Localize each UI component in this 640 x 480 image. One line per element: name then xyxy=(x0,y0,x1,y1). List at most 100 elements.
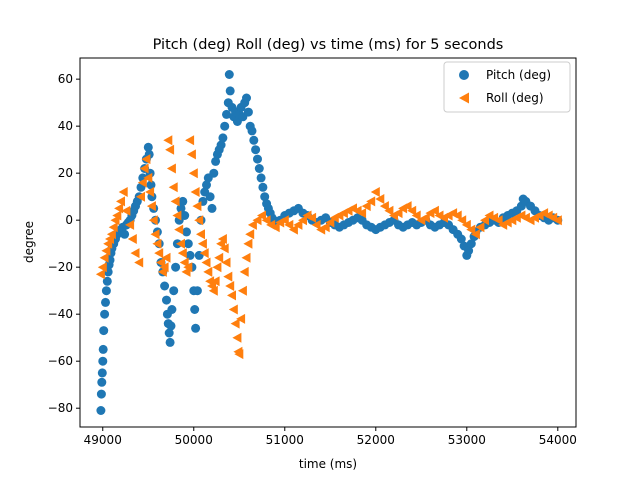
pitch-point xyxy=(96,406,106,415)
roll-series xyxy=(95,135,562,360)
legend: Pitch (deg) Roll (deg) xyxy=(443,61,571,113)
roll-point xyxy=(228,304,238,315)
roll-point xyxy=(114,203,124,214)
pitch-point xyxy=(97,377,107,387)
pitch-point xyxy=(220,121,230,131)
roll-point xyxy=(402,201,412,212)
roll-point xyxy=(188,168,198,179)
roll-point xyxy=(234,349,244,360)
y-axis: −80 −60 −40 −20 0 20 40 60 xyxy=(48,72,80,415)
pitch-point xyxy=(169,286,179,296)
pitch-point xyxy=(247,126,257,136)
x-tick-label: 53000 xyxy=(448,433,486,447)
pitch-point xyxy=(176,203,186,213)
roll-point xyxy=(101,245,111,256)
roll-point xyxy=(192,201,202,212)
roll-point xyxy=(154,248,164,259)
x-axis-label: time (ms) xyxy=(299,457,357,471)
roll-point xyxy=(196,229,205,240)
roll-point xyxy=(219,243,229,254)
roll-point xyxy=(141,154,151,165)
roll-point xyxy=(214,252,224,263)
pitch-point xyxy=(464,246,474,256)
roll-point xyxy=(197,238,207,249)
pitch-point xyxy=(218,133,228,143)
y-tick-label: −80 xyxy=(48,401,73,415)
x-tick-label: 54000 xyxy=(539,433,577,447)
roll-point xyxy=(136,191,145,202)
roll-point xyxy=(145,187,155,197)
pitch-point xyxy=(98,356,108,366)
pitch-point xyxy=(242,93,251,103)
roll-point xyxy=(106,229,116,240)
y-axis-label: degree xyxy=(22,221,36,263)
roll-point xyxy=(146,201,156,212)
y-tick-label: −20 xyxy=(48,260,73,274)
plot-background xyxy=(80,58,576,427)
pitch-point xyxy=(146,180,156,190)
roll-point xyxy=(461,219,471,230)
roll-point xyxy=(170,196,180,207)
roll-point xyxy=(232,332,242,343)
roll-point xyxy=(288,224,298,235)
legend-label-roll: Roll (deg) xyxy=(486,91,544,105)
plot-area xyxy=(79,57,577,428)
roll-point xyxy=(357,208,367,219)
roll-point xyxy=(227,290,236,301)
roll-point xyxy=(225,281,235,291)
pitch-point xyxy=(96,389,106,399)
pitch-point xyxy=(171,262,181,272)
roll-point xyxy=(210,276,220,287)
roll-point xyxy=(137,177,147,188)
roll-point xyxy=(375,194,385,204)
roll-point xyxy=(176,238,185,249)
x-tick-label: 51000 xyxy=(266,433,304,447)
roll-point xyxy=(236,313,246,324)
roll-point xyxy=(116,196,125,207)
pitch-point xyxy=(216,140,226,150)
roll-point xyxy=(311,219,321,230)
pitch-point xyxy=(260,192,270,202)
roll-point xyxy=(407,205,417,216)
pitch-point xyxy=(225,86,235,96)
roll-point xyxy=(243,238,253,249)
roll-point xyxy=(130,248,140,259)
roll-point xyxy=(420,212,430,223)
roll-point xyxy=(118,187,128,197)
roll-point xyxy=(183,262,193,273)
roll-point xyxy=(230,318,240,329)
roll-point xyxy=(307,212,317,223)
roll-point xyxy=(179,257,189,268)
roll-point xyxy=(245,229,255,240)
roll-point xyxy=(457,215,467,226)
pitch-point xyxy=(209,168,219,178)
roll-point xyxy=(152,238,162,249)
legend-label-pitch: Pitch (deg) xyxy=(486,68,551,82)
roll-point xyxy=(148,215,158,226)
roll-point xyxy=(190,187,200,197)
roll-point xyxy=(177,248,187,259)
roll-point xyxy=(293,219,303,230)
roll-point xyxy=(168,182,178,193)
pitch-point xyxy=(183,239,193,249)
roll-point xyxy=(121,205,131,216)
pitch-point xyxy=(185,250,195,260)
pitch-point xyxy=(243,107,253,117)
pitch-point xyxy=(101,297,110,307)
roll-point xyxy=(97,262,107,273)
roll-point xyxy=(237,285,247,296)
roll-point xyxy=(411,210,421,221)
roll-point xyxy=(252,215,262,226)
roll-point xyxy=(393,208,403,219)
x-tick-label: 52000 xyxy=(357,433,395,447)
roll-point xyxy=(134,257,144,268)
pitch-point xyxy=(253,154,262,164)
y-tick-label: 0 xyxy=(65,213,73,227)
roll-point xyxy=(475,222,485,233)
roll-point xyxy=(185,135,195,146)
roll-point xyxy=(99,252,109,263)
pitch-point xyxy=(211,156,221,166)
roll-point xyxy=(108,222,118,233)
pitch-point xyxy=(165,337,175,347)
